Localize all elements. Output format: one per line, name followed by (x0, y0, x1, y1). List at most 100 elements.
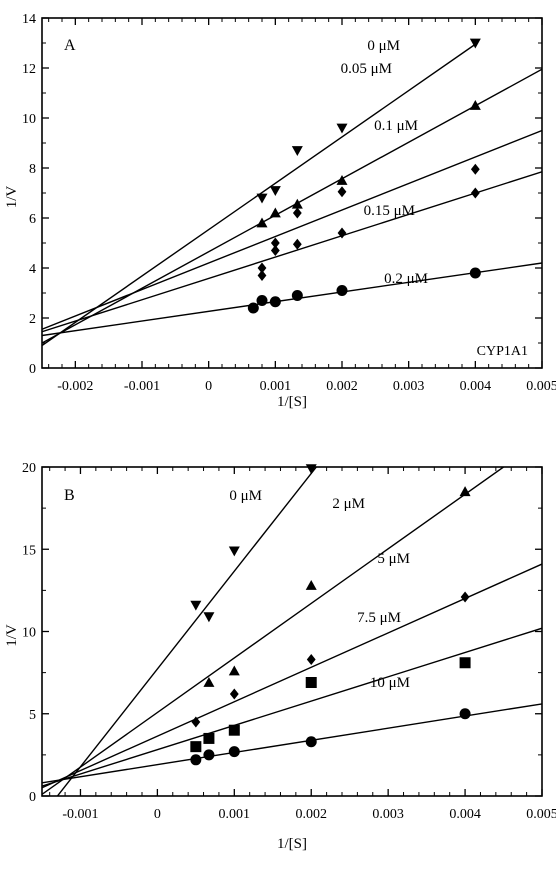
x-tick-label: -0.001 (62, 807, 98, 822)
regression-line (42, 703, 542, 784)
data-point (337, 186, 347, 198)
data-point (305, 676, 317, 688)
y-tick-label: 6 (29, 212, 36, 227)
series-label: 2 μM (332, 496, 365, 512)
data-point (470, 163, 480, 175)
data-point (469, 38, 481, 49)
x-axis-label: 1/[S] (277, 394, 307, 410)
data-point (247, 302, 259, 314)
data-point (228, 665, 240, 676)
data-point (305, 464, 317, 475)
data-point (305, 736, 317, 748)
data-point (470, 187, 480, 199)
y-axis-label: 1/V (4, 624, 20, 647)
data-point (305, 579, 317, 590)
series-label: 0.1 μM (374, 118, 418, 134)
data-point (291, 146, 303, 156)
data-point (191, 716, 201, 728)
regression-line (42, 262, 542, 337)
series-label: 0.05 μM (341, 61, 392, 77)
x-tick-label: 0.005 (526, 807, 556, 822)
y-tick-label: 8 (29, 162, 36, 177)
y-tick-label: 0 (29, 362, 36, 377)
data-point (190, 754, 202, 766)
series-label: 7.5 μM (357, 610, 401, 626)
regression-line (42, 563, 542, 789)
regression-line (42, 171, 542, 333)
data-point (203, 749, 215, 761)
data-point (291, 198, 303, 209)
data-point (269, 296, 281, 308)
data-point (190, 741, 202, 753)
data-point (306, 653, 316, 665)
data-point (270, 237, 280, 249)
regression-line (42, 68, 542, 344)
series-label: 0 μM (229, 488, 262, 504)
y-tick-label: 14 (22, 12, 36, 27)
data-point (190, 600, 202, 611)
data-point (270, 245, 280, 256)
data-point (203, 732, 215, 744)
data-point (228, 546, 240, 557)
regression-line (56, 467, 318, 796)
x-tick-label: 0.002 (295, 807, 327, 822)
x-tick-label: 0.001 (219, 807, 251, 822)
data-point (460, 591, 470, 603)
series-label: 10 μM (370, 675, 410, 691)
data-point (336, 123, 348, 134)
y-tick-label: 10 (22, 112, 36, 127)
data-point (459, 708, 471, 720)
x-tick-label: 0 (154, 807, 161, 822)
data-point (269, 207, 281, 218)
data-point (469, 267, 481, 279)
data-point (229, 688, 239, 700)
data-point (256, 295, 268, 306)
y-tick-label: 0 (29, 790, 36, 805)
panel-label: B (64, 487, 75, 504)
x-tick-label: 0.004 (460, 379, 492, 394)
x-tick-label: 0.001 (260, 379, 292, 394)
series-label: 5 μM (377, 551, 410, 567)
x-tick-label: 0.003 (372, 807, 404, 822)
data-point (256, 217, 268, 228)
panel-a: 0 2 4 6 8 10 12 14 -0.002 -0.001 0 0.001 0.002 0.003 0… (4, 12, 556, 410)
data-point (292, 238, 302, 250)
panel-label: A (64, 37, 76, 54)
data-point (257, 270, 267, 281)
series-label: 0.2 μM (384, 271, 428, 287)
data-point (337, 227, 347, 239)
data-point (469, 100, 481, 110)
series-label: 0.15 μM (364, 203, 415, 219)
data-point (228, 724, 240, 736)
x-tick-label: 0.005 (526, 379, 556, 394)
x-tick-label: 0 (205, 379, 212, 394)
x-tick-label: -0.002 (57, 379, 93, 394)
data-point (459, 486, 471, 497)
data-point (228, 746, 240, 758)
y-axis-label: 1/V (4, 186, 20, 209)
x-tick-label: 0.003 (393, 379, 425, 394)
y-tick-label: 15 (22, 543, 36, 558)
regression-line (42, 467, 504, 795)
data-point (269, 186, 281, 196)
y-tick-label: 12 (22, 62, 36, 77)
data-point (257, 262, 267, 274)
y-tick-label: 2 (29, 312, 36, 327)
data-point (203, 676, 215, 687)
y-tick-label: 10 (22, 626, 36, 641)
data-point (336, 285, 348, 296)
data-point (292, 207, 302, 219)
x-tick-label: 0.004 (449, 807, 481, 822)
x-tick-label: -0.001 (124, 379, 160, 394)
y-tick-label: 20 (22, 461, 36, 476)
plot-frame (41, 17, 543, 369)
x-axis-label: 1/[S] (277, 836, 307, 852)
y-tick-label: 4 (29, 262, 36, 277)
data-point (459, 657, 471, 669)
data-point (291, 290, 303, 301)
data-point (256, 193, 268, 204)
data-point (336, 175, 348, 185)
regression-line (42, 627, 542, 787)
x-tick-label: 0.002 (326, 379, 358, 394)
